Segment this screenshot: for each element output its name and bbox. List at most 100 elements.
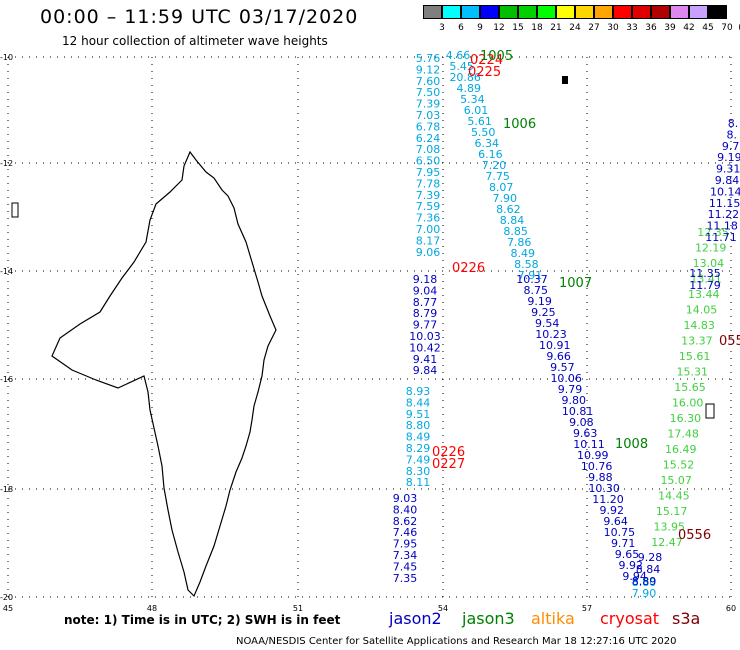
wave-height-value: 9.41 bbox=[413, 353, 438, 366]
axis-tick-labels: 45 48 51 54 57 60 -10 -12 -14 -16 -18 -20 bbox=[0, 53, 736, 613]
scale-label: 36 bbox=[645, 23, 657, 33]
track-id-label: 0226 bbox=[432, 445, 465, 460]
wave-height-value: 7.20 bbox=[482, 159, 507, 172]
wave-height-value: 9.18 bbox=[413, 273, 438, 286]
wave-height-value: 9.92 bbox=[600, 504, 625, 517]
wave-height-value: 9.94 bbox=[622, 570, 647, 583]
lon-tick-label: 54 bbox=[438, 604, 448, 613]
scale-label: 9 bbox=[477, 23, 483, 33]
wave-height-value: 8.07 bbox=[489, 181, 514, 194]
wave-height-value: 9.66 bbox=[546, 350, 571, 363]
wave-height-value: 8.17 bbox=[416, 234, 441, 247]
wave-height-value: 8.58 bbox=[514, 258, 539, 271]
wave-height-value: 9.77 bbox=[413, 319, 438, 332]
wave-height-value: 9.25 bbox=[531, 306, 556, 319]
wave-height-value: 11.71 bbox=[705, 231, 737, 244]
wave-height-value: 10.76 bbox=[581, 460, 613, 473]
wave-height-value: 13.95 bbox=[654, 521, 686, 534]
wave-height-value: 12.35 bbox=[697, 226, 729, 239]
wave-height-value: 9.84 bbox=[715, 174, 740, 187]
wave-height-value: 8.29 bbox=[406, 442, 431, 455]
wave-height-value: 9.54 bbox=[535, 317, 560, 330]
scale-label: 30 bbox=[607, 23, 619, 33]
track-id-label: 0226 bbox=[452, 261, 485, 276]
wave-height-value: 9.03 bbox=[393, 492, 418, 505]
wave-height-value: 8.11 bbox=[406, 476, 431, 489]
wave-height-value: 5.61 bbox=[467, 115, 492, 128]
scale-label: 45 bbox=[702, 23, 714, 33]
wave-height-value: 5.34 bbox=[460, 93, 485, 106]
wave-height-value: 7.46 bbox=[393, 526, 418, 539]
wave-height-value: 7.39 bbox=[416, 98, 441, 111]
wave-height-value: 7.90 bbox=[493, 192, 518, 205]
wave-height-value: 9.51 bbox=[406, 408, 431, 421]
track-id-labels: 0224100502251006022610070226022710080556… bbox=[432, 49, 740, 543]
wave-height-value: 7.59 bbox=[416, 200, 441, 213]
wave-height-value: 6.01 bbox=[464, 104, 489, 117]
track-id-label: 1006 bbox=[503, 117, 536, 132]
wave-height-value: 7.78 bbox=[416, 177, 441, 190]
wave-height-value: 10.06 bbox=[550, 372, 582, 385]
wave-height-value: 8.84 bbox=[636, 563, 661, 576]
wave-height-value: 9.12 bbox=[416, 63, 441, 76]
wave-height-value: 10.30 bbox=[588, 482, 620, 495]
wave-height-value: 7.75 bbox=[485, 170, 510, 183]
wave-height-value: 10.91 bbox=[539, 339, 571, 352]
wave-height-value: 8.85 bbox=[503, 225, 528, 238]
wave-height-value: 13.37 bbox=[681, 335, 713, 348]
wave-height-value: 9.92 bbox=[619, 559, 644, 572]
scale-swatch bbox=[594, 5, 613, 19]
scale-swatch bbox=[461, 5, 480, 19]
scale-label: 70 bbox=[721, 23, 733, 33]
lon-tick-label: 57 bbox=[582, 604, 592, 613]
wave-height-value: 6.78 bbox=[416, 120, 441, 133]
wave-height-value: 13.44 bbox=[688, 288, 720, 301]
track-id-label: 0225 bbox=[468, 65, 501, 80]
wave-height-value: 9.04 bbox=[413, 284, 438, 297]
wave-height-value: 7.08 bbox=[416, 143, 441, 156]
wave-height-value: 11.35 bbox=[689, 267, 721, 280]
note-text: note: 1) Time is in UTC; 2) SWH is in fe… bbox=[64, 613, 341, 627]
wave-height-value: 9.19 bbox=[527, 295, 552, 308]
scale-label: 18 bbox=[531, 23, 543, 33]
scale-swatch bbox=[632, 5, 651, 19]
wave-height-value: 12.47 bbox=[651, 536, 683, 549]
map-title: 00:00 – 11:59 UTC 03/17/2020 bbox=[40, 6, 359, 28]
wave-height-value: 10.11 bbox=[573, 438, 605, 451]
wave-height-value: 11.15 bbox=[709, 197, 740, 210]
wave-height-value: 7.95 bbox=[393, 538, 418, 551]
lon-tick-label: 45 bbox=[3, 604, 13, 613]
wave-height-value: 8. bbox=[727, 128, 738, 141]
footer-credit: NOAA/NESDIS Center for Satellite Applica… bbox=[236, 636, 677, 647]
lat-tick-label: -20 bbox=[0, 593, 13, 602]
wave-height-value: 10.03 bbox=[409, 330, 441, 343]
wave-height-value: 7.34 bbox=[393, 549, 418, 562]
scale-swatch bbox=[537, 5, 556, 19]
wave-height-value: 8.62 bbox=[496, 203, 521, 216]
wave-height-value: 8.93 bbox=[406, 385, 431, 398]
legend-cryosat: cryosat bbox=[600, 609, 660, 628]
track-id-label: 1005 bbox=[480, 49, 513, 64]
wave-height-value: 7.50 bbox=[416, 86, 441, 99]
wave-height-value: 10.81 bbox=[562, 405, 594, 418]
wave-height-value: 9.71 bbox=[611, 537, 636, 550]
scale-swatch bbox=[575, 5, 594, 19]
track-id-label: 0224 bbox=[470, 53, 503, 68]
wave-height-value: 17.48 bbox=[667, 428, 699, 441]
wave-height-value: 9.63 bbox=[573, 427, 598, 440]
scale-swatch bbox=[651, 5, 670, 19]
wave-height-value: 7.00 bbox=[416, 223, 441, 236]
wave-height-value: 8.30 bbox=[406, 465, 431, 478]
wave-height-value: 15.52 bbox=[663, 459, 695, 472]
wave-height-value: 9.84 bbox=[413, 364, 438, 377]
wave-height-value: 8.49 bbox=[406, 431, 431, 444]
wave-height-value: 16.30 bbox=[670, 412, 702, 425]
scale-label: 27 bbox=[588, 23, 600, 33]
wave-height-value: 8.77 bbox=[413, 296, 438, 309]
wave-height-value: 10.37 bbox=[516, 273, 548, 286]
wave-height-value: 5.45 bbox=[449, 60, 474, 73]
wave-height-value: 7.91 bbox=[518, 269, 543, 282]
lon-tick-label: 60 bbox=[726, 604, 736, 613]
wave-height-value: 5.76 bbox=[416, 52, 441, 65]
